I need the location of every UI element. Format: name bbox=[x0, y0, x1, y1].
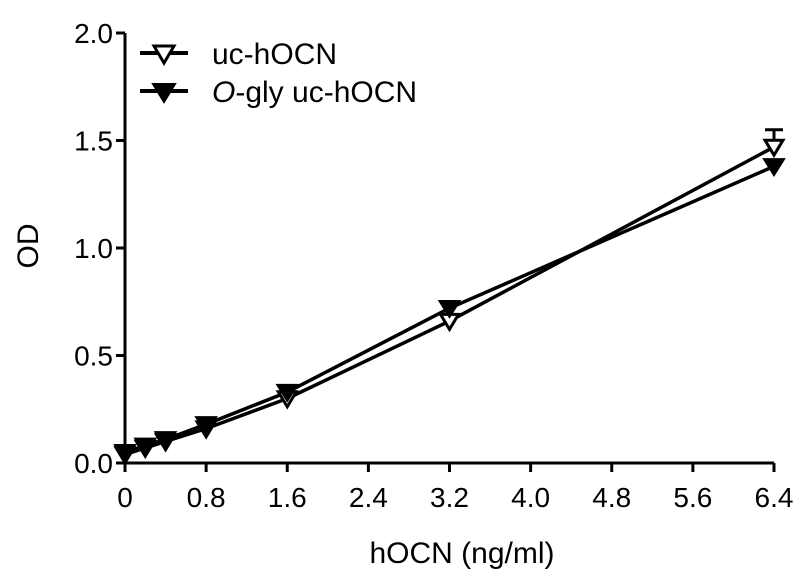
y-tick-label: 2.0 bbox=[74, 18, 113, 49]
ticks: 0 0.8 1.6 2.4 3.2 4.0 4.8 5.6 6.4 0.0 0.5 1.0 1.5 2.0 bbox=[74, 18, 793, 513]
legend-marker-uc-hocn bbox=[151, 44, 177, 66]
legend-label-uc-hocn: uc-hOCN bbox=[212, 38, 337, 71]
data-point-filled-triangle bbox=[153, 431, 178, 451]
x-tick-label: 6.4 bbox=[755, 482, 794, 513]
y-tick-label: 1.0 bbox=[74, 233, 113, 264]
legend-label-o-gly-italic: O bbox=[212, 76, 235, 109]
x-tick-label: 3.2 bbox=[430, 482, 469, 513]
legend-label-o-gly-uc-hocn: O-gly uc-hOCN bbox=[212, 76, 417, 109]
x-axis-label: hOCN (ng/ml) bbox=[369, 537, 554, 570]
y-tick-label: 0.5 bbox=[74, 341, 113, 372]
data-point-filled-triangle bbox=[194, 416, 218, 435]
data-point-filled-triangle bbox=[133, 437, 158, 457]
series-markers bbox=[113, 138, 786, 466]
x-tick-label: 2.4 bbox=[349, 482, 388, 513]
legend: uc-hOCN O-gly uc-hOCN bbox=[140, 38, 417, 109]
data-point-filled-triangle bbox=[113, 444, 137, 463]
x-tick-label: 4.8 bbox=[592, 482, 631, 513]
x-tick-label: 5.6 bbox=[673, 482, 712, 513]
data-point-filled-triangle bbox=[275, 383, 300, 403]
legend-marker-o-gly-uc-hocn bbox=[151, 83, 177, 104]
data-point-open-triangle bbox=[762, 138, 786, 159]
x-tick-label: 1.6 bbox=[268, 482, 307, 513]
legend-label-uc-hocn-rest: uc-hOCN bbox=[212, 38, 337, 71]
legend-label-o-gly-rest: -gly uc-hOCN bbox=[235, 76, 417, 109]
x-tick-label: 0.8 bbox=[187, 482, 226, 513]
data-point-filled-triangle bbox=[437, 300, 462, 319]
y-tick-label: 0.0 bbox=[74, 448, 113, 479]
x-tick-label: 4.0 bbox=[511, 482, 550, 513]
x-tick-label: 0 bbox=[117, 482, 133, 513]
y-tick-label: 1.5 bbox=[74, 126, 113, 157]
y-axis-label: OD bbox=[12, 224, 45, 269]
data-point-filled-triangle bbox=[762, 158, 786, 177]
